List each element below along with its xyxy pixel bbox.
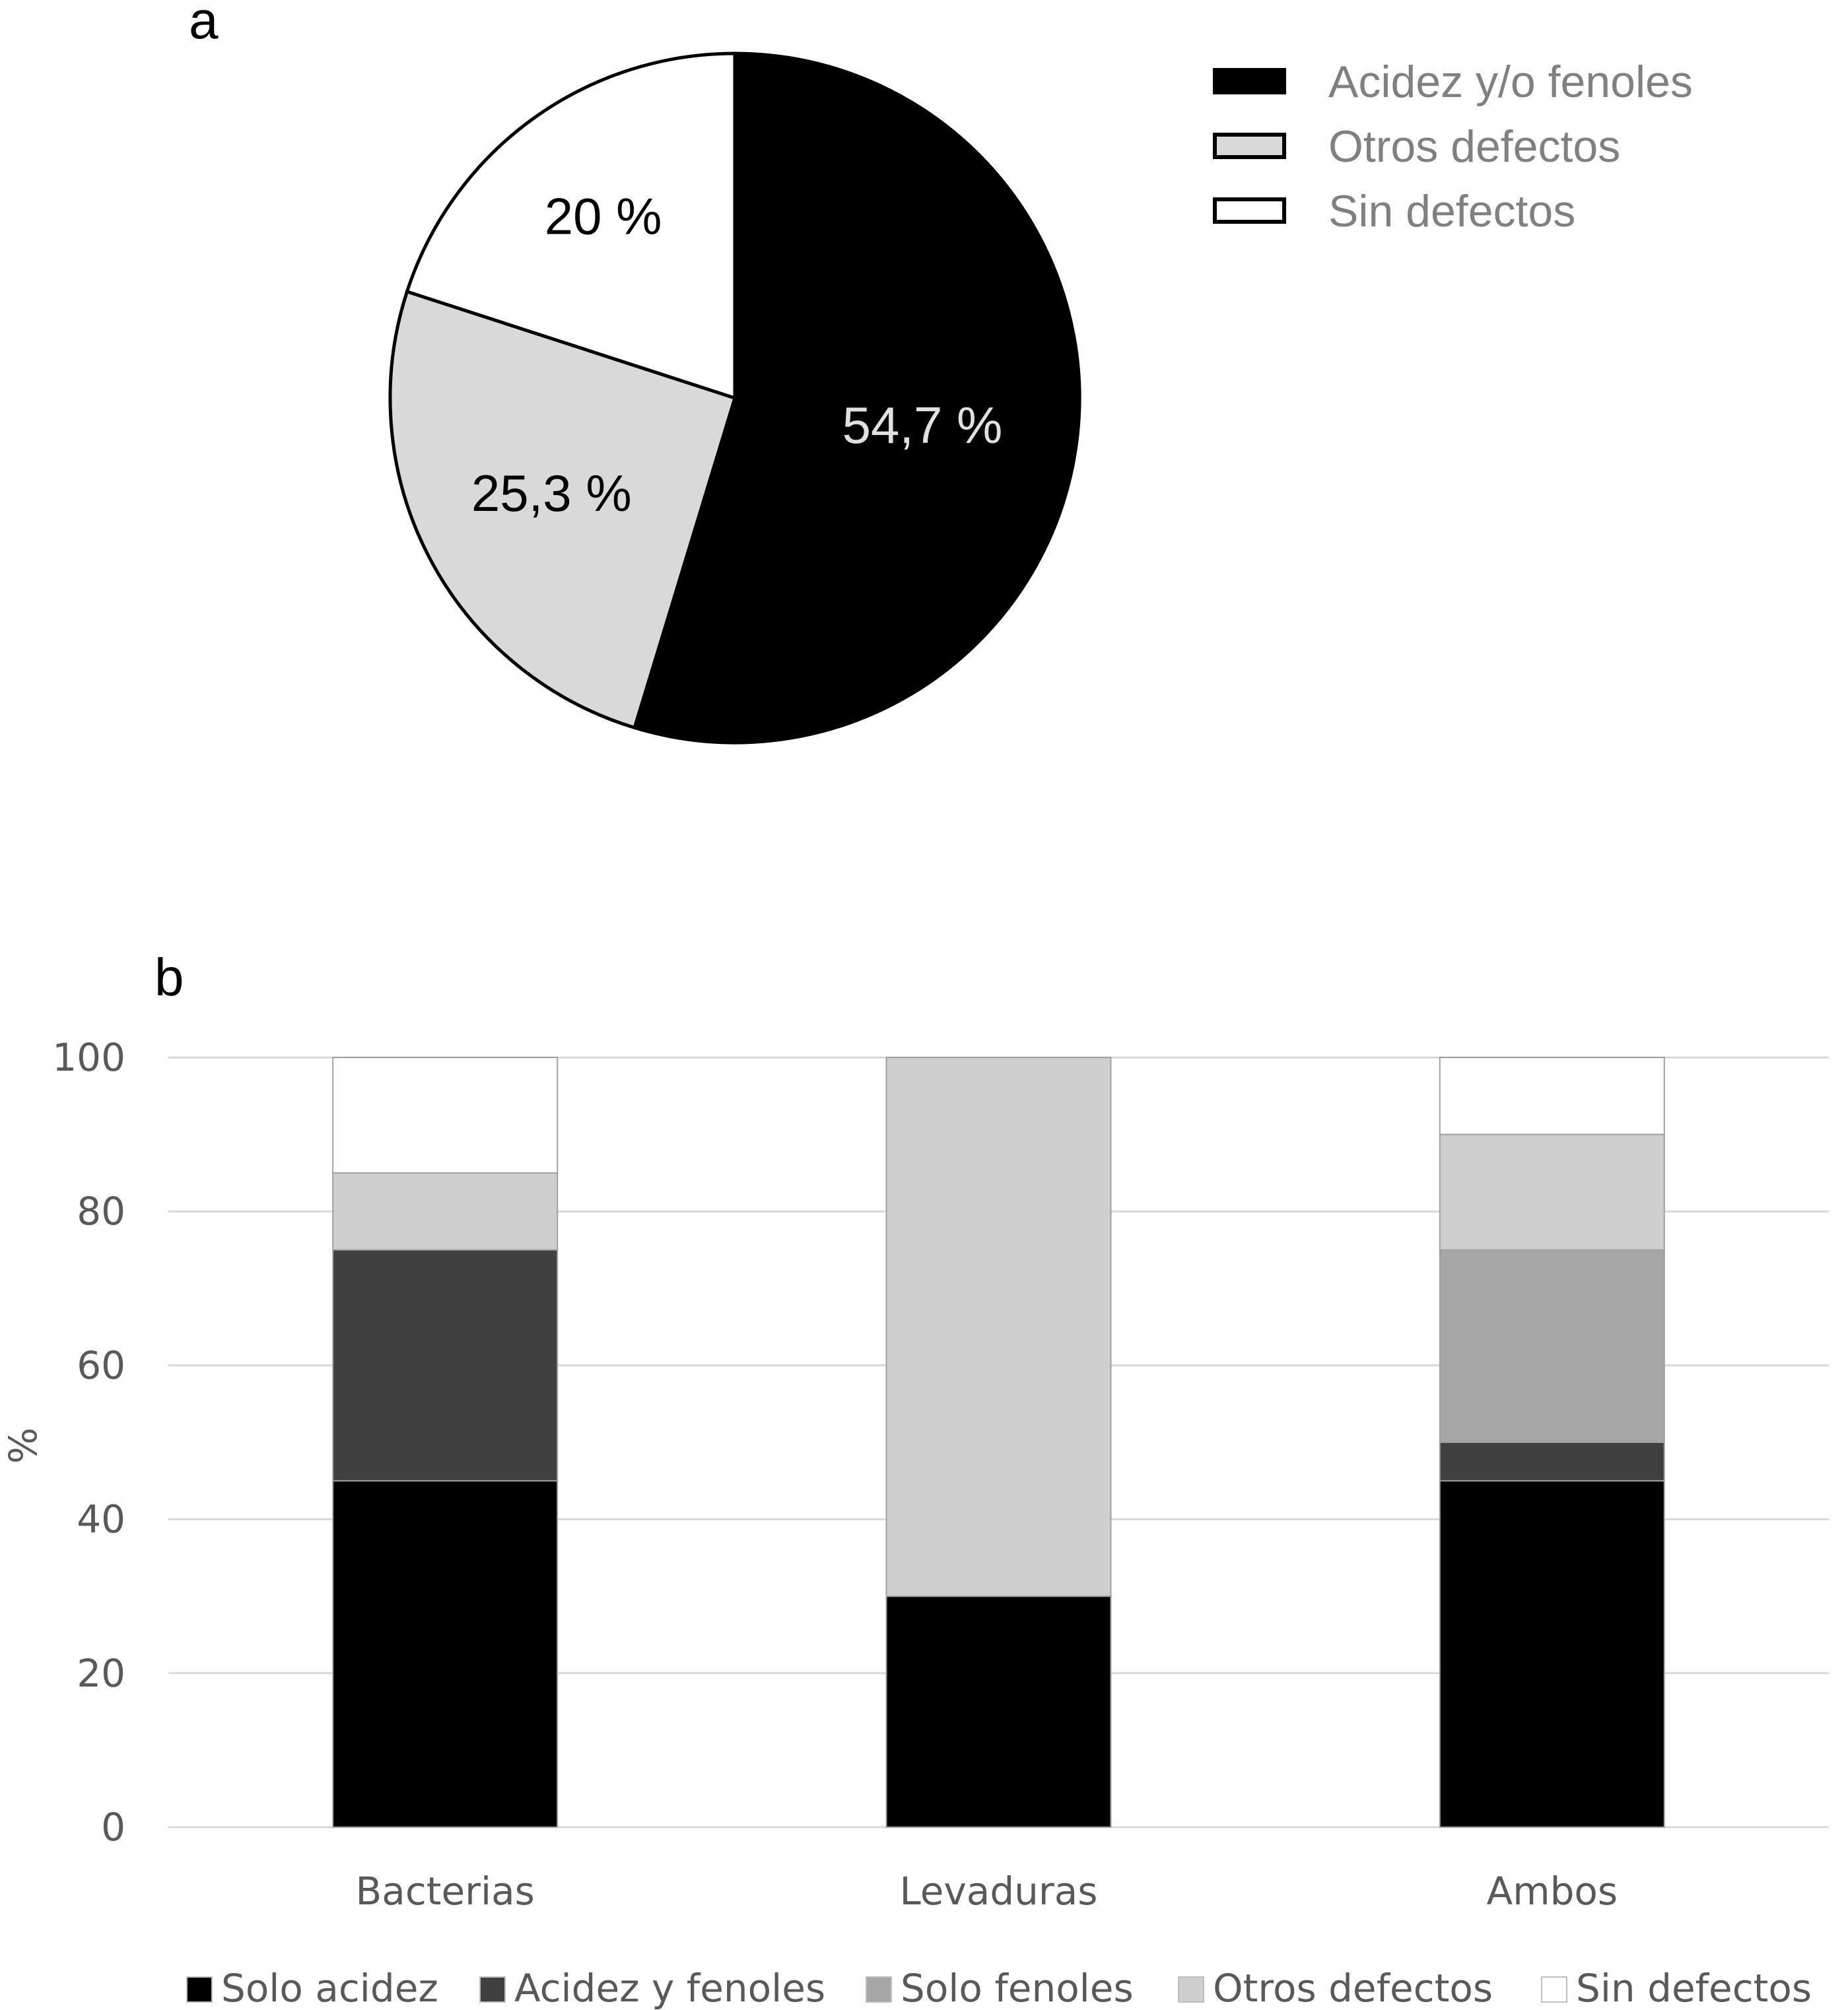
legend-label: Otros defectos xyxy=(1328,121,1620,172)
bar-segment-solo-acidez xyxy=(332,1480,559,1828)
y-axis-label: % xyxy=(1,1427,46,1463)
legend-label: Acidez y fenoles xyxy=(514,1966,825,2010)
legend-swatch xyxy=(866,1976,892,2003)
bar-segment-sin-defectos xyxy=(1439,1057,1665,1135)
bar-segment-acidez-y-fenoles xyxy=(332,1249,559,1482)
y-tick-label: 80 xyxy=(77,1189,125,1234)
bar-segment-sin-defectos xyxy=(332,1057,559,1174)
bar-segment-otros-defectos xyxy=(1439,1133,1665,1251)
legend-label: Solo acidez xyxy=(221,1966,438,2010)
category-label: Bacterias xyxy=(356,1869,535,1914)
legend-label: Sin defectos xyxy=(1576,1966,1812,2010)
pie-labels: 54,7 % 25,3 % 20 % xyxy=(471,187,1003,522)
pie-data-label: 25,3 % xyxy=(471,464,632,522)
legend-swatch xyxy=(1213,68,1286,94)
bar-segment-otros-defectos xyxy=(332,1172,559,1251)
legend-label: Acidez y/o fenoles xyxy=(1328,57,1693,107)
category-labels: Bacterias Levaduras Ambos xyxy=(356,1869,1618,1914)
y-tick-labels: 0 20 40 60 80 100 xyxy=(52,1035,125,1850)
y-tick-label: 60 xyxy=(77,1343,125,1388)
bar-segment-solo-acidez xyxy=(1439,1480,1665,1828)
pie-data-label: 54,7 % xyxy=(842,396,1003,454)
legend-swatch xyxy=(1541,1976,1567,2003)
category-label: Levaduras xyxy=(899,1869,1097,1914)
panel-a-letter: a xyxy=(189,0,219,50)
bar-segment-solo-acidez xyxy=(885,1595,1112,1828)
legend-label: Sin defectos xyxy=(1328,186,1575,236)
panel-b-letter: b xyxy=(154,948,184,1007)
y-tick-label: 40 xyxy=(77,1497,125,1542)
bar-segment-otros-defectos xyxy=(885,1057,1112,1597)
category-label: Ambos xyxy=(1486,1869,1618,1914)
legend-swatch xyxy=(1213,133,1286,159)
pie-data-label: 20 % xyxy=(545,187,662,246)
pie-slice-acidez-y-o-fenoles xyxy=(632,51,1081,745)
legend-label: Otros defectos xyxy=(1213,1966,1493,2010)
pie-slice-sin-defectos xyxy=(405,51,737,401)
y-tick-label: 100 xyxy=(52,1035,125,1080)
pie-chart xyxy=(388,51,1081,745)
pie-legend: Acidez y/o fenoles Otros defectos Sin defe… xyxy=(1213,57,1693,236)
bar-segment-solo-fenoles xyxy=(1439,1249,1665,1443)
legend-swatch xyxy=(1178,1976,1204,2003)
legend-swatch xyxy=(479,1976,506,2003)
legend-label: Solo fenoles xyxy=(901,1966,1134,2010)
y-tick-label: 0 xyxy=(101,1805,125,1850)
legend-swatch xyxy=(186,1976,213,2003)
y-tick-label: 20 xyxy=(77,1651,125,1696)
bar-legend: Solo acidez Acidez y fenoles Solo fenoles O… xyxy=(186,1966,1812,2010)
bar-segment-acidez-y-fenoles xyxy=(1439,1442,1665,1482)
legend-swatch xyxy=(1213,197,1286,224)
bar-chart xyxy=(332,1057,1665,1828)
pie-slice-otros-defectos xyxy=(388,289,737,730)
